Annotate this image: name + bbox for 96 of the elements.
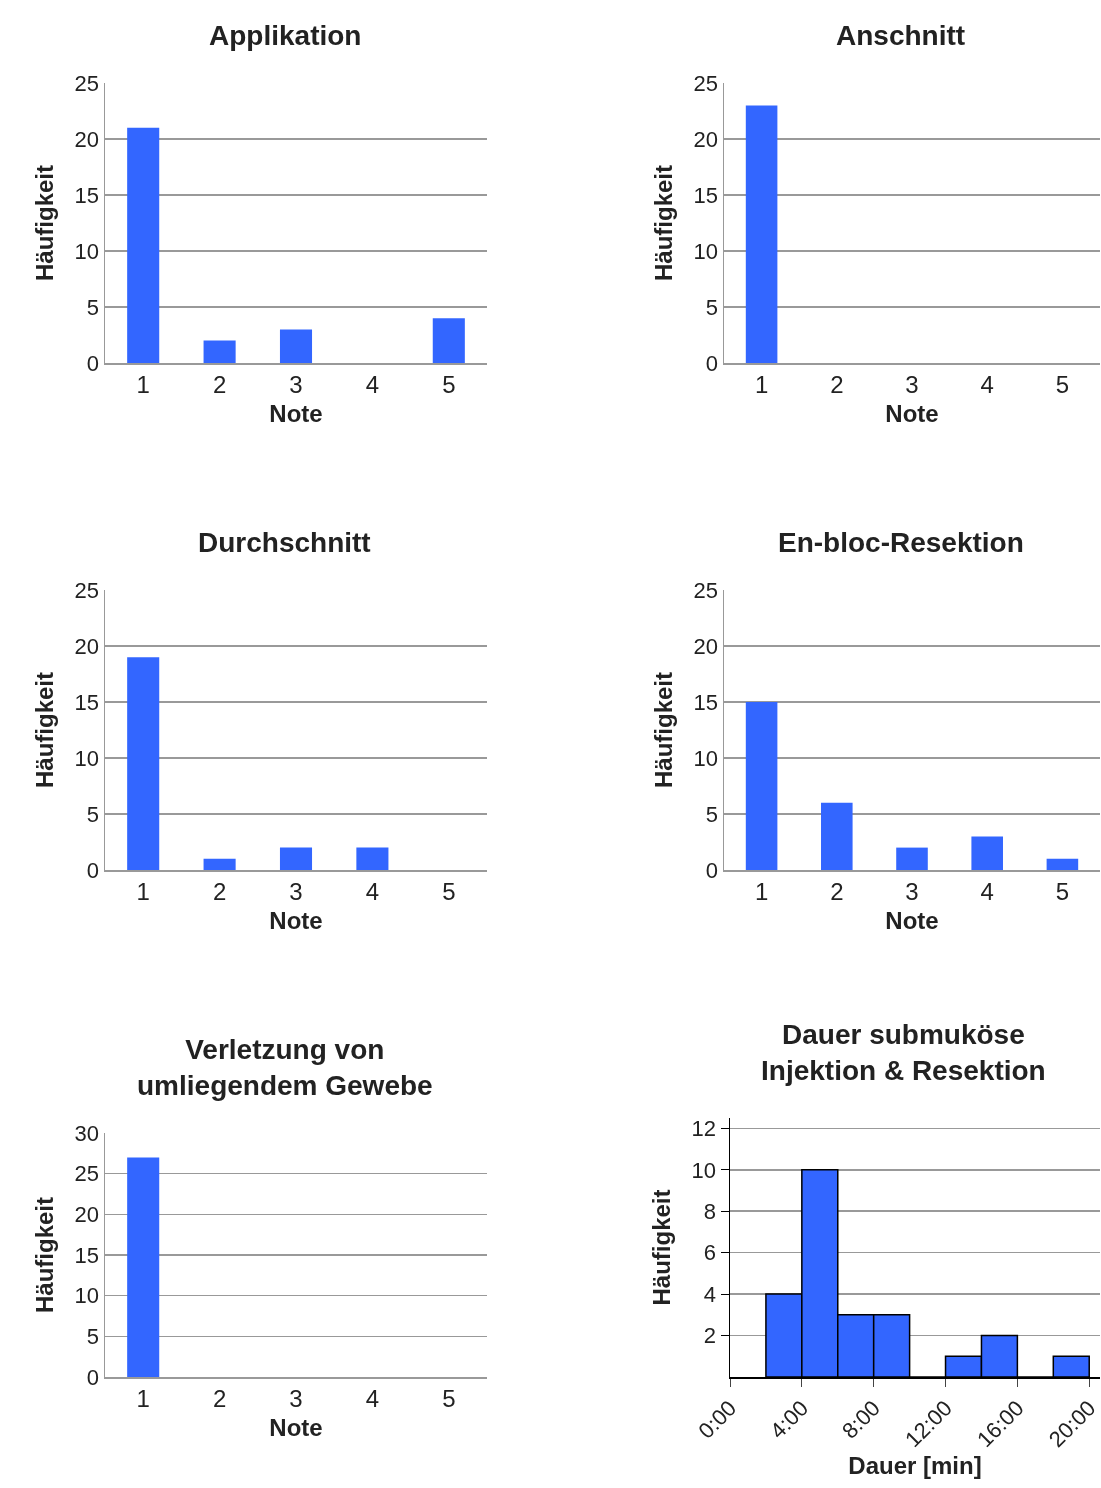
y-tick-label: 25	[74, 70, 100, 96]
y-tick-label: 10	[74, 745, 100, 771]
y-tick-label: 25	[693, 70, 719, 96]
y-tick-label: 20	[693, 633, 719, 659]
x-axis-title: Note	[269, 1414, 323, 1442]
y-axis-title: Häufigkeit	[30, 1196, 58, 1314]
y-tick-label: 0	[86, 350, 100, 376]
chart-title: Verletzung von umliegendem Gewebe	[137, 1034, 433, 1102]
y-tick-label: 0	[86, 857, 100, 883]
bar	[971, 836, 1003, 870]
y-tick-label: 5	[705, 294, 719, 320]
x-tick-label: 4	[365, 371, 380, 399]
y-tick-label: 5	[86, 801, 100, 827]
y-axis-title: Häufigkeit	[30, 164, 58, 282]
y-tick-label: 30	[74, 1120, 100, 1146]
y-tick-label: 12	[691, 1116, 717, 1142]
y-tick-label: 6	[703, 1240, 717, 1266]
y-tick-label: 15	[693, 182, 719, 208]
y-tick-label: 10	[693, 745, 719, 771]
bar	[356, 847, 389, 870]
bar	[127, 127, 160, 363]
y-axis-title: Häufigkeit	[649, 671, 677, 789]
x-tick-label: 5	[1055, 371, 1070, 399]
bar	[279, 329, 313, 363]
y-tick-label: 8	[703, 1198, 717, 1224]
x-tick-label: 4	[980, 878, 994, 906]
y-tick-label: 10	[74, 1283, 100, 1309]
y-tick-label: 10	[74, 238, 100, 264]
x-tick-label: 0:00	[693, 1395, 742, 1444]
chart-title: Dauer submuköse Injektion & Resektion	[761, 1019, 1046, 1087]
x-tick-label: 2	[212, 371, 227, 399]
y-tick-label: 15	[74, 689, 100, 715]
x-tick-label: 5	[442, 878, 456, 906]
chart-title: Durchschnitt	[198, 527, 371, 558]
y-tick-label: 15	[693, 689, 719, 715]
x-tick-label: 5	[442, 371, 456, 399]
y-tick-label: 5	[705, 801, 719, 827]
bar	[896, 847, 928, 870]
x-tick-label: 2	[830, 371, 844, 399]
x-tick-label: 4	[980, 371, 994, 399]
bar	[432, 318, 465, 363]
x-tick-label: 1	[136, 1385, 150, 1413]
y-axis-title: Häufigkeit	[30, 671, 58, 789]
y-tick-label: 5	[86, 294, 100, 320]
chart-title: En-bloc-Resektion	[778, 527, 1024, 558]
x-tick-label: 3	[905, 878, 919, 906]
y-tick-label: 20	[74, 1202, 100, 1228]
x-tick-label: 3	[905, 371, 919, 399]
bar	[279, 847, 313, 870]
y-tick-label: 0	[705, 350, 719, 376]
x-tick-label: 2	[212, 878, 227, 906]
x-axis-title: Note	[269, 400, 323, 428]
bar	[127, 657, 160, 870]
y-tick-label: 25	[693, 577, 719, 603]
x-axis-title: Note	[885, 400, 939, 428]
x-axis-title: Note	[885, 907, 939, 935]
x-tick-label: 3	[289, 371, 303, 399]
y-axis-title: Häufigkeit	[647, 1189, 675, 1306]
y-axis-title: Häufigkeit	[649, 164, 677, 282]
x-tick-label: 4	[365, 878, 380, 906]
x-tick-label: 8:00	[837, 1395, 885, 1444]
y-tick-label: 4	[703, 1281, 717, 1307]
y-tick-label: 0	[705, 857, 719, 883]
y-tick-label: 10	[693, 238, 719, 264]
x-tick-label: 5	[442, 1385, 456, 1413]
x-tick-label: 3	[289, 1385, 303, 1413]
y-tick-label: 20	[693, 126, 719, 152]
x-tick-label: 5	[1055, 878, 1070, 906]
chart-title: Applikation	[209, 20, 362, 51]
y-tick-label: 10	[691, 1157, 717, 1183]
y-tick-label: 15	[74, 1242, 100, 1268]
bar	[1046, 858, 1079, 870]
x-tick-label: 1	[136, 371, 150, 399]
x-tick-label: 2	[212, 1385, 227, 1413]
y-tick-label: 0	[86, 1364, 100, 1390]
x-tick-label: 4:00	[765, 1395, 814, 1444]
y-tick-label: 25	[74, 577, 100, 603]
y-tick-label: 5	[86, 1324, 100, 1350]
x-axis-title: Note	[269, 907, 323, 935]
bar	[745, 702, 778, 870]
x-tick-label: 1	[136, 878, 150, 906]
x-tick-label: 1	[754, 878, 769, 906]
x-tick-label: 4	[365, 1385, 380, 1413]
bar	[203, 340, 236, 363]
x-axis-title: Dauer [min]	[848, 1452, 982, 1480]
y-tick-label: 20	[74, 633, 100, 659]
y-tick-label: 15	[74, 182, 100, 208]
chart-title: Anschnitt	[836, 20, 966, 51]
x-tick-label: 2	[830, 878, 844, 906]
y-tick-label: 25	[74, 1161, 100, 1187]
y-tick-label: 2	[703, 1323, 717, 1349]
y-tick-label: 20	[74, 126, 100, 152]
x-tick-label: 1	[754, 371, 769, 399]
bar	[203, 858, 236, 870]
bar	[821, 802, 853, 870]
x-tick-label: 3	[289, 878, 303, 906]
